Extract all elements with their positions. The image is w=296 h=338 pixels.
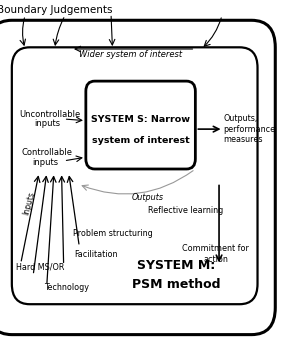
Text: Problem structuring: Problem structuring [73,229,152,238]
Text: SYSTEM S: Narrow: SYSTEM S: Narrow [91,116,190,124]
Text: Commitment for
action: Commitment for action [182,244,249,264]
FancyBboxPatch shape [0,20,275,335]
Text: Reflective learning: Reflective learning [148,206,223,215]
Text: Facilitation: Facilitation [74,250,118,259]
Text: Boundary Judgements: Boundary Judgements [0,5,112,15]
Text: Controllable: Controllable [21,148,72,157]
Text: inputs: inputs [32,158,58,167]
Text: performance: performance [223,125,276,134]
Text: Uncontrollable: Uncontrollable [19,110,81,119]
Text: measures: measures [223,136,263,144]
Text: Outputs,: Outputs, [223,114,258,123]
FancyBboxPatch shape [12,47,258,304]
Text: Hard MS/OR: Hard MS/OR [16,263,65,271]
FancyBboxPatch shape [86,81,195,169]
Text: system of interest: system of interest [92,136,189,145]
Text: inputs: inputs [34,119,60,128]
Text: Wider system of interest: Wider system of interest [79,50,182,58]
Text: Outputs: Outputs [132,193,164,202]
Text: SYSTEM M:
PSM method: SYSTEM M: PSM method [132,260,220,291]
Text: Inputs: Inputs [22,190,36,216]
Text: Technology: Technology [44,284,89,292]
